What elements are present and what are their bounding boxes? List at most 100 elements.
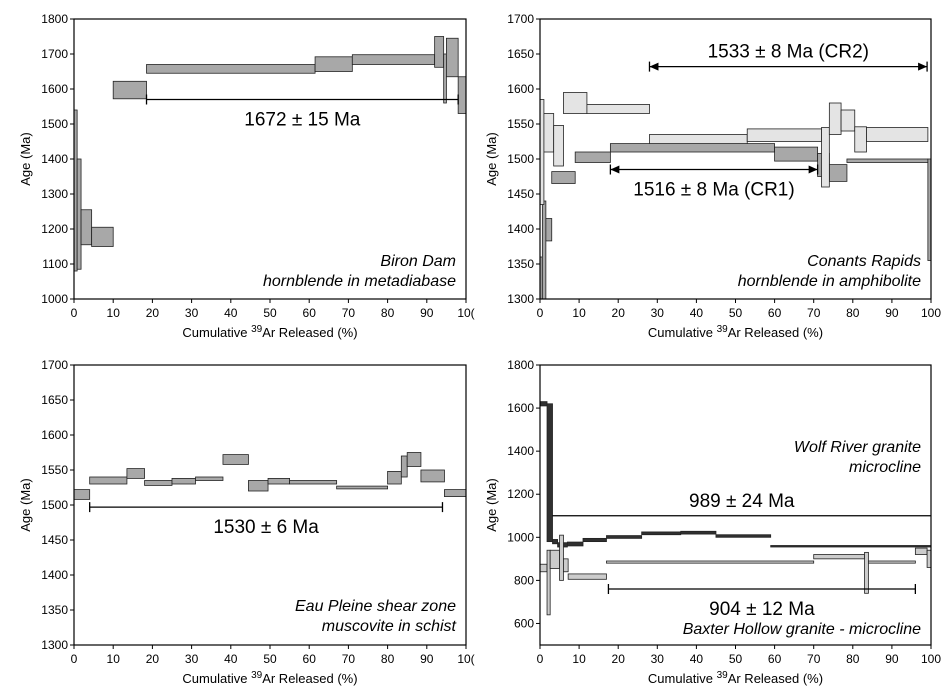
panel-title-line: Biron Dam (380, 253, 456, 270)
series-1 (73, 452, 467, 500)
x-tick-label: 60 (303, 306, 317, 320)
step-1 (73, 489, 91, 500)
y-tick-label: 1800 (507, 358, 534, 372)
chart-panel-1: 1000 1100 1200 1300 1400 1500 1600 1700 1800 0 10 2… (18, 12, 475, 340)
step-13 (400, 455, 408, 478)
step-3 (545, 218, 553, 242)
x-tick-label: 90 (885, 652, 899, 666)
x-tick-label: 50 (263, 306, 277, 320)
x-tick-label: 30 (185, 652, 199, 666)
step-9 (828, 164, 848, 182)
step-7 (774, 146, 819, 162)
x-tick-label: 60 (768, 306, 782, 320)
plateau-1: 1672 ± 15 Ma (145, 94, 459, 131)
y-tick-label: 1450 (507, 187, 534, 201)
step-2 (546, 403, 553, 543)
y-tick-label: 1100 (42, 257, 68, 271)
panel-title-line: Eau Pleine shear zone (295, 598, 456, 615)
y-tick-label: 1600 (507, 401, 534, 415)
step-4 (91, 226, 114, 247)
x-axis-label: Cumulative 39Ar Released (%) (648, 670, 823, 686)
y-tick-label: 1550 (41, 463, 68, 477)
step-4 (559, 534, 564, 581)
step-1 (539, 401, 548, 407)
x-tick-label: 30 (651, 652, 665, 666)
step-11 (445, 37, 459, 78)
x-tick-label: 40 (690, 306, 704, 320)
y-tick-label: 1450 (41, 533, 68, 547)
x-tick-label: 100 (921, 652, 941, 666)
y-tick-label: 1300 (507, 292, 534, 306)
x-tick-label: 10 (572, 652, 586, 666)
step-8 (821, 127, 830, 188)
step-7 (746, 128, 822, 142)
y-axis-label: Age (Ma) (18, 478, 33, 531)
plateau-arrow-right (918, 62, 928, 71)
step-2 (89, 476, 128, 485)
step-9 (434, 36, 445, 68)
step-4 (563, 92, 588, 114)
step-12 (457, 76, 467, 114)
step-16 (444, 489, 467, 498)
plateau-arrow-left (649, 62, 659, 71)
plateau-label: 1533 ± 8 Ma (CR2) (708, 42, 869, 63)
step-10 (846, 158, 929, 163)
x-tick-label: 80 (846, 306, 860, 320)
step-5 (574, 151, 611, 163)
step-8 (351, 54, 436, 65)
x-axis-label: Cumulative 39Ar Released (%) (182, 324, 357, 340)
y-tick-label: 1500 (41, 117, 68, 131)
step-5 (563, 558, 569, 573)
step-6 (582, 537, 607, 543)
chart-panel-4: 600 800 1000 1200 1400 1600 1800 0 10 20 30 40 50 60 7… (484, 358, 941, 686)
y-tick-label: 1600 (507, 82, 534, 96)
step-10 (840, 109, 856, 132)
x-tick-label: 20 (612, 306, 626, 320)
step-3 (549, 549, 560, 569)
x-tick-label: 40 (224, 306, 238, 320)
y-tick-label: 1350 (41, 603, 68, 617)
step-10 (443, 53, 447, 104)
step-6 (609, 143, 776, 153)
y-tick-label: 1650 (507, 47, 534, 61)
x-tick-label: 0 (537, 306, 544, 320)
step-6 (195, 476, 224, 481)
step-14 (406, 452, 422, 467)
y-tick-label: 1800 (41, 12, 68, 26)
x-tick-label: 10( (457, 652, 474, 666)
step-2 (546, 549, 551, 616)
x-tick-label: 20 (612, 652, 626, 666)
step-2 (543, 113, 555, 153)
y-tick-label: 1600 (41, 82, 68, 96)
step-6 (146, 64, 316, 74)
series-1 (73, 36, 467, 272)
step-6 (649, 134, 748, 145)
x-tick-label: 70 (342, 652, 356, 666)
step-9 (828, 102, 842, 135)
y-axis-label: Age (Ma) (18, 132, 33, 185)
x-tick-label: 20 (146, 306, 160, 320)
step-11 (854, 126, 867, 153)
x-tick-label: 0 (537, 652, 544, 666)
series-2 (539, 92, 929, 205)
y-tick-label: 1700 (507, 12, 534, 26)
step-9 (267, 477, 291, 485)
step-5 (171, 477, 196, 485)
x-tick-label: 90 (420, 306, 434, 320)
step-2 (76, 158, 82, 270)
plateau-arrow-left (610, 165, 620, 174)
step-3 (553, 125, 564, 167)
x-tick-label: 10 (107, 652, 121, 666)
x-tick-label: 0 (71, 652, 78, 666)
x-tick-label: 60 (768, 652, 782, 666)
step-10 (715, 534, 772, 538)
x-tick-label: 10 (572, 306, 586, 320)
step-9 (864, 551, 869, 594)
panel-title-line: microcline (849, 459, 921, 476)
plateau-1: 1533 ± 8 Ma (CR2) (648, 42, 928, 72)
plateau-1: 989 ± 24 Ma (552, 491, 931, 517)
x-tick-label: 80 (381, 306, 395, 320)
x-tick-label: 50 (263, 652, 277, 666)
step-11 (770, 545, 932, 548)
